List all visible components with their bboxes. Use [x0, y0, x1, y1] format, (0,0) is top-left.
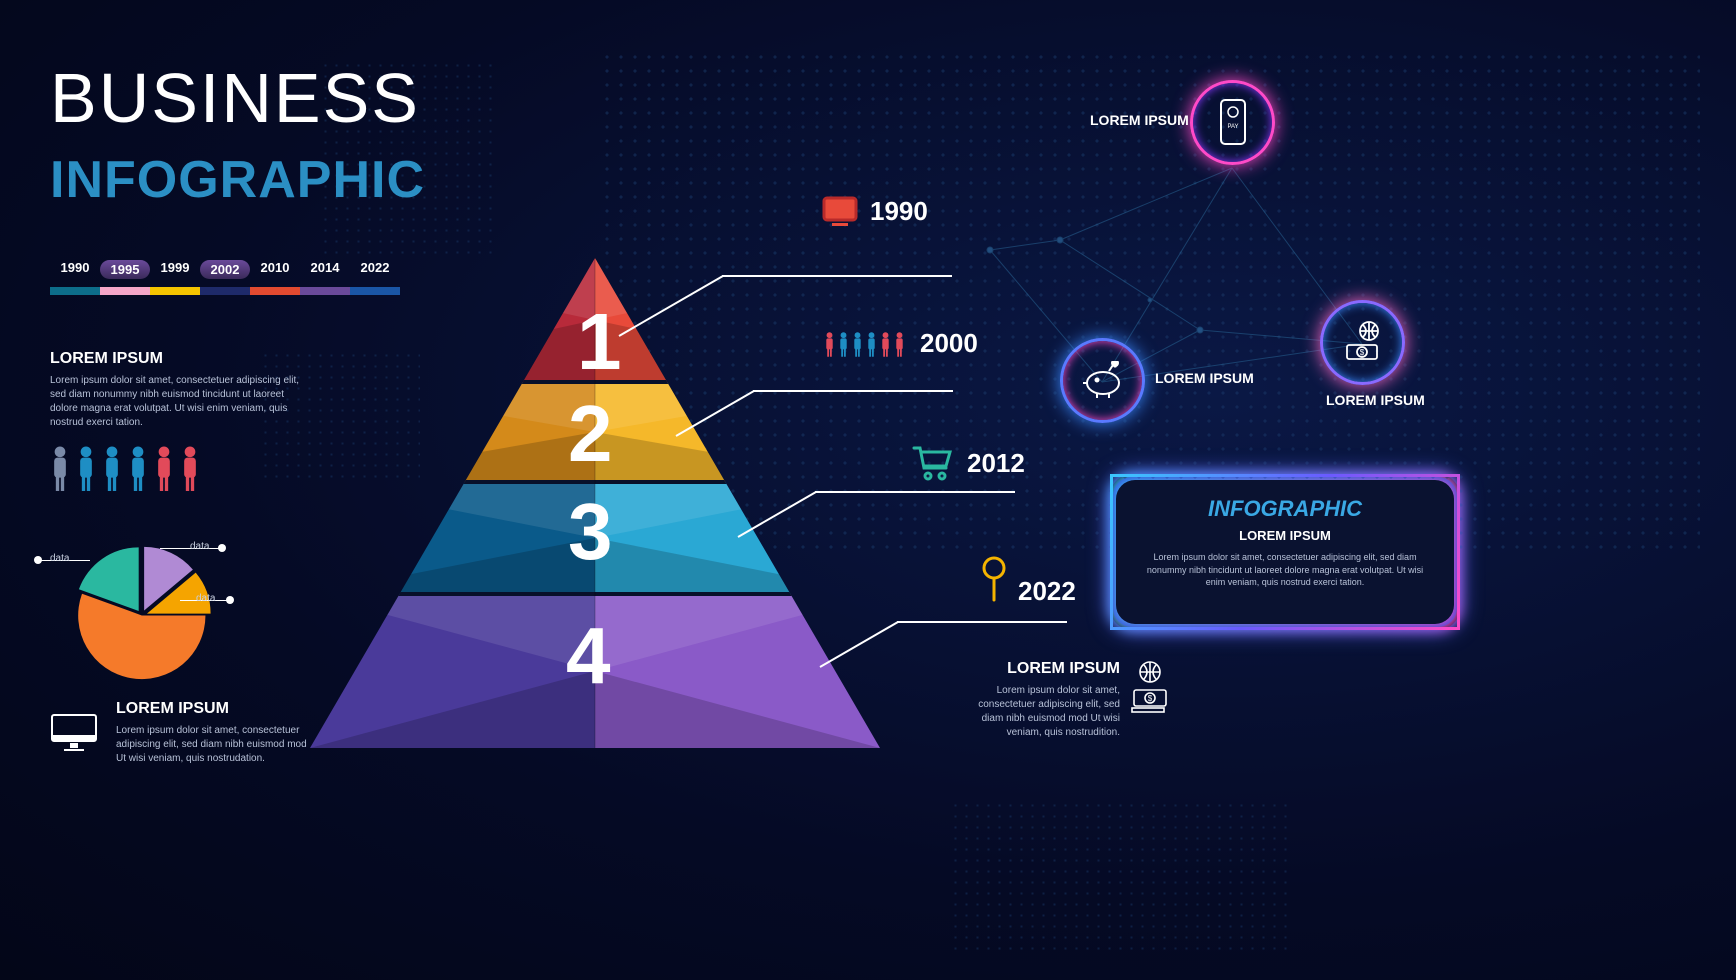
svg-text:$: $ — [1359, 348, 1364, 357]
neon-label: LOREM IPSUM — [1155, 370, 1254, 386]
callout-year-2: 2000 — [920, 328, 978, 359]
timeline-segment — [50, 287, 100, 295]
monitor-icon — [822, 196, 862, 230]
main-title-line2: INFOGRAPHIC — [50, 150, 425, 210]
callout-line — [897, 621, 1067, 623]
pyramid-num-3: 3 — [568, 486, 613, 578]
callout-line — [753, 390, 953, 392]
person-icon — [128, 446, 148, 498]
person-icon — [852, 332, 863, 363]
left-text-heading: LOREM IPSUM — [50, 350, 300, 368]
person-icon — [880, 332, 891, 363]
timeline-segment — [100, 287, 150, 295]
neon-box-subheading: LOREM IPSUM — [1138, 528, 1432, 543]
person-icon — [838, 332, 849, 363]
globe-money-icon: $ — [1130, 660, 1170, 720]
person-icon — [894, 332, 905, 363]
timeline-segment — [250, 287, 300, 295]
pie-label: data — [190, 541, 209, 552]
svg-text:$: $ — [1148, 694, 1153, 703]
people-row — [50, 446, 300, 498]
person-icon — [180, 446, 200, 498]
neon-info-box: INFOGRAPHIC LOREM IPSUM Lorem ipsum dolo… — [1110, 474, 1460, 630]
timeline-segment — [150, 287, 200, 295]
timeline-year: 2002 — [200, 260, 250, 279]
neon-label: LOREM IPSUM — [1090, 112, 1189, 128]
magnifier-icon — [980, 556, 1010, 606]
neon-label: LOREM IPSUM — [1326, 392, 1425, 408]
br-body: Lorem ipsum dolor sit amet, consectetuer… — [960, 684, 1120, 740]
globe-money-icon: $ — [1341, 319, 1385, 367]
callout-line — [815, 491, 1015, 493]
main-title-line1: BUSINESS — [50, 58, 420, 138]
timeline-year: 2010 — [250, 260, 300, 279]
neon-circle-globe: $ — [1320, 300, 1405, 385]
pyramid-num-1: 1 — [577, 296, 622, 388]
br-heading: LOREM IPSUM — [960, 660, 1120, 678]
callout-line — [722, 275, 952, 277]
timeline-year: 1995 — [100, 260, 150, 279]
monitor-icon — [50, 700, 98, 766]
neon-box-body: Lorem ipsum dolor sit amet, consectetuer… — [1138, 551, 1432, 589]
bottom-right-text: LOREM IPSUM Lorem ipsum dolor sit amet, … — [960, 660, 1120, 740]
left-text-body: Lorem ipsum dolor sit amet, consectetuer… — [50, 374, 300, 430]
callout-year-3: 2012 — [967, 448, 1025, 479]
neon-circle-piggy: $ — [1060, 338, 1145, 423]
callout-year-1: 1990 — [870, 196, 928, 227]
timeline-year: 1999 — [150, 260, 200, 279]
person-icon — [866, 332, 877, 363]
person-icon — [154, 446, 174, 498]
pie-chart: data data data — [60, 540, 260, 705]
monitor-text-block: LOREM IPSUM Lorem ipsum dolor sit amet, … — [50, 700, 316, 766]
piggy-icon: $ — [1079, 361, 1127, 401]
callout-year-4: 2022 — [1018, 576, 1076, 607]
pie-label: data — [50, 553, 69, 564]
person-icon — [76, 446, 96, 498]
person-icon — [102, 446, 122, 498]
monitor-body: Lorem ipsum dolor sit amet, consectetuer… — [116, 724, 316, 766]
timeline-year: 1990 — [50, 260, 100, 279]
left-text-block: LOREM IPSUM Lorem ipsum dolor sit amet, … — [50, 350, 300, 498]
person-icon — [824, 332, 835, 363]
person-icon — [50, 446, 70, 498]
people-icon — [824, 332, 905, 363]
phone-icon: PAY — [1215, 98, 1251, 148]
pie-label: data — [196, 593, 215, 604]
pyramid-num-4: 4 — [566, 610, 611, 702]
cart-icon — [912, 444, 956, 484]
dot-patch — [950, 800, 1290, 950]
svg-text:PAY: PAY — [1227, 124, 1238, 130]
timeline-segment — [200, 287, 250, 295]
monitor-heading: LOREM IPSUM — [116, 700, 316, 718]
neon-circle-phone: PAY — [1190, 80, 1275, 165]
pyramid-num-2: 2 — [568, 388, 613, 480]
neon-box-heading: INFOGRAPHIC — [1138, 496, 1432, 522]
